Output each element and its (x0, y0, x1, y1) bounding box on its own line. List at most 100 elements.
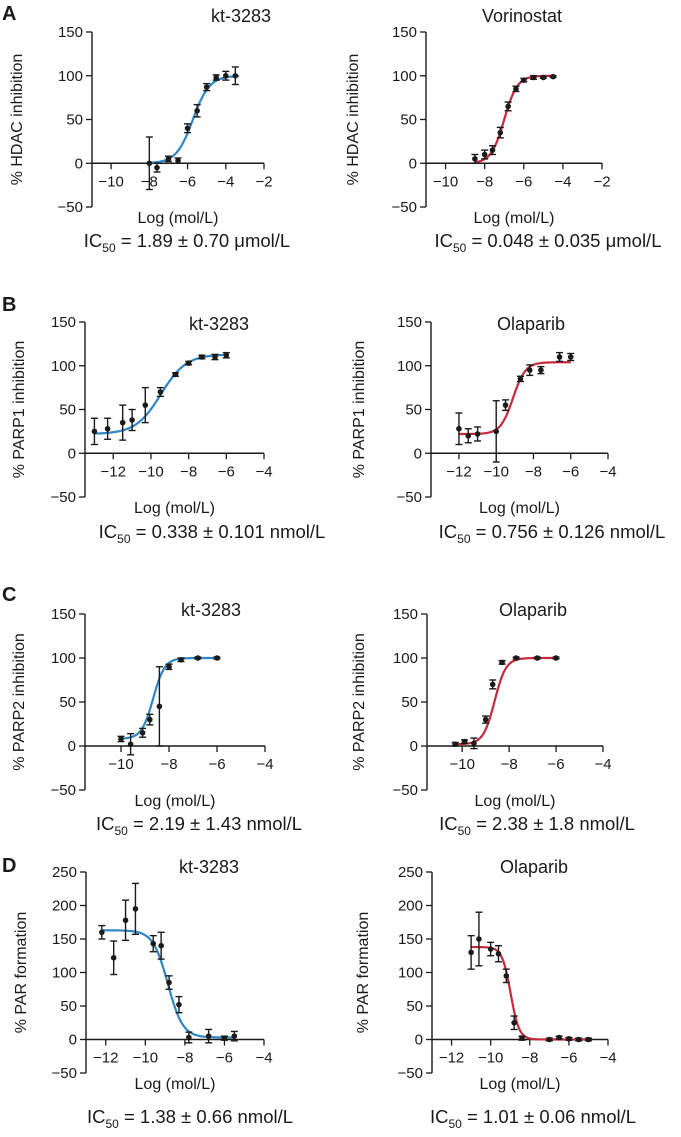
point-marker (468, 949, 474, 956)
y-axis-label: % PAR formation (355, 912, 372, 1034)
x-tick-label: −6 (560, 1050, 577, 1067)
data-point (492, 400, 500, 463)
y-tick-label: 50 (401, 694, 418, 711)
data-point (156, 386, 164, 398)
point-marker (520, 77, 527, 83)
ic50-value: = 0.756 ± 0.126 nmol/L (471, 521, 666, 542)
x-tick-label: −8 (180, 463, 197, 480)
point-marker (566, 1036, 572, 1042)
point-marker (476, 936, 482, 942)
data-point (165, 663, 173, 671)
y-axis-label: % PAR formation (13, 912, 30, 1034)
point-marker (186, 1034, 192, 1041)
y-tick-label: −50 (397, 489, 422, 506)
y-tick-label: 50 (59, 402, 76, 419)
ic50-subscript: 50 (117, 532, 131, 546)
x-tick-label: −6 (515, 173, 532, 190)
data-point (171, 371, 179, 378)
x-tick-label: −4 (594, 756, 611, 773)
data-point (211, 353, 219, 361)
data-point (174, 157, 182, 164)
point-marker (550, 73, 556, 80)
y-tick-label: 50 (59, 694, 76, 711)
x-axis-label: Log (mol/L) (135, 793, 216, 810)
y-tick-label: 150 (58, 24, 83, 41)
ic50-subscript: 50 (105, 1117, 119, 1131)
x-axis-label: Log (mol/L) (479, 500, 560, 517)
point-marker (505, 103, 511, 110)
data-point (516, 375, 524, 383)
y-tick-label: 150 (398, 931, 423, 948)
y-tick-label: 100 (52, 965, 77, 982)
point-marker (142, 402, 149, 408)
y-axis-label: % PARP2 inhibition (351, 633, 368, 771)
data-point (205, 1028, 213, 1044)
x-tick-label: −12 (101, 463, 126, 480)
y-tick-label: −50 (51, 782, 76, 799)
x-tick-label: −10 (449, 756, 474, 773)
data-point (119, 404, 127, 441)
panel-letter-a: A (2, 3, 16, 25)
data-point (122, 899, 130, 942)
chart-d-right: −50 0 50 100 150 200 250 −12 −10 −8 −6 −4 Log (mol/L… (355, 857, 636, 1131)
x-tick-label: −4 (599, 463, 616, 480)
data-point (461, 738, 469, 745)
y-tick-label: −50 (392, 199, 417, 216)
x-tick-label: −4 (599, 1050, 616, 1067)
y-axis-label: % PARP2 inhibition (11, 633, 28, 771)
data-point (518, 1035, 526, 1041)
y-tick-label: 100 (58, 68, 83, 85)
x-axis-label: Log (mol/L) (134, 500, 215, 517)
data-point (549, 73, 557, 80)
data-point (556, 351, 564, 363)
data-point (502, 399, 510, 412)
x-tick-label: −8 (160, 756, 177, 773)
point-marker (199, 354, 205, 360)
point-marker (156, 703, 163, 710)
x-tick-label: −6 (179, 173, 196, 190)
point-marker (493, 428, 500, 435)
point-marker (513, 655, 519, 661)
data-point (504, 101, 512, 112)
data-point (157, 931, 165, 960)
data-point (230, 1030, 238, 1042)
y-tick-label: 100 (393, 650, 418, 667)
x-tick-label: −6 (562, 463, 579, 480)
point-marker (154, 164, 160, 171)
chart-title: kt-3283 (181, 600, 241, 620)
x-tick-label: −10 (98, 173, 123, 190)
x-tick-label: −10 (108, 756, 133, 773)
ic50-prefix: IC (87, 1106, 106, 1127)
data-point (526, 364, 534, 377)
data-point (489, 679, 497, 690)
y-tick-label: 0 (75, 155, 83, 172)
data-point (482, 715, 490, 724)
point-marker (132, 906, 139, 912)
point-marker (519, 1035, 525, 1041)
x-tick-label: −12 (446, 463, 471, 480)
point-marker (184, 125, 191, 132)
x-tick-label: −4 (256, 756, 273, 773)
ic50-value: = 2.38 ± 1.8 nmol/L (471, 813, 635, 834)
point-marker (118, 736, 124, 742)
y-tick-label: 200 (52, 898, 77, 915)
y-tick-label: 250 (398, 864, 423, 881)
point-marker (556, 354, 563, 360)
ic50-label: IC50 = 2.38 ± 1.8 nmol/L (439, 813, 635, 838)
point-marker (119, 419, 126, 426)
chart-title: Olaparib (497, 314, 565, 334)
y-tick-label: 0 (69, 1032, 77, 1049)
data-point (222, 70, 230, 81)
point-marker (481, 151, 488, 158)
chart-title: Olaparib (499, 600, 567, 620)
data-point (575, 1036, 583, 1043)
x-tick-label: −4 (255, 463, 272, 480)
data-point (153, 162, 161, 173)
fit-curve (149, 74, 240, 164)
ic50-value: = 2.19 ± 1.43 nmol/L (128, 813, 302, 834)
y-tick-label: 150 (51, 606, 76, 623)
data-point (177, 656, 185, 663)
chart-c-left: −50 0 50 100 150 −10 −8 −6 −4 Log (mol/L) % PARP2 … (11, 600, 302, 838)
data-point (512, 655, 520, 661)
